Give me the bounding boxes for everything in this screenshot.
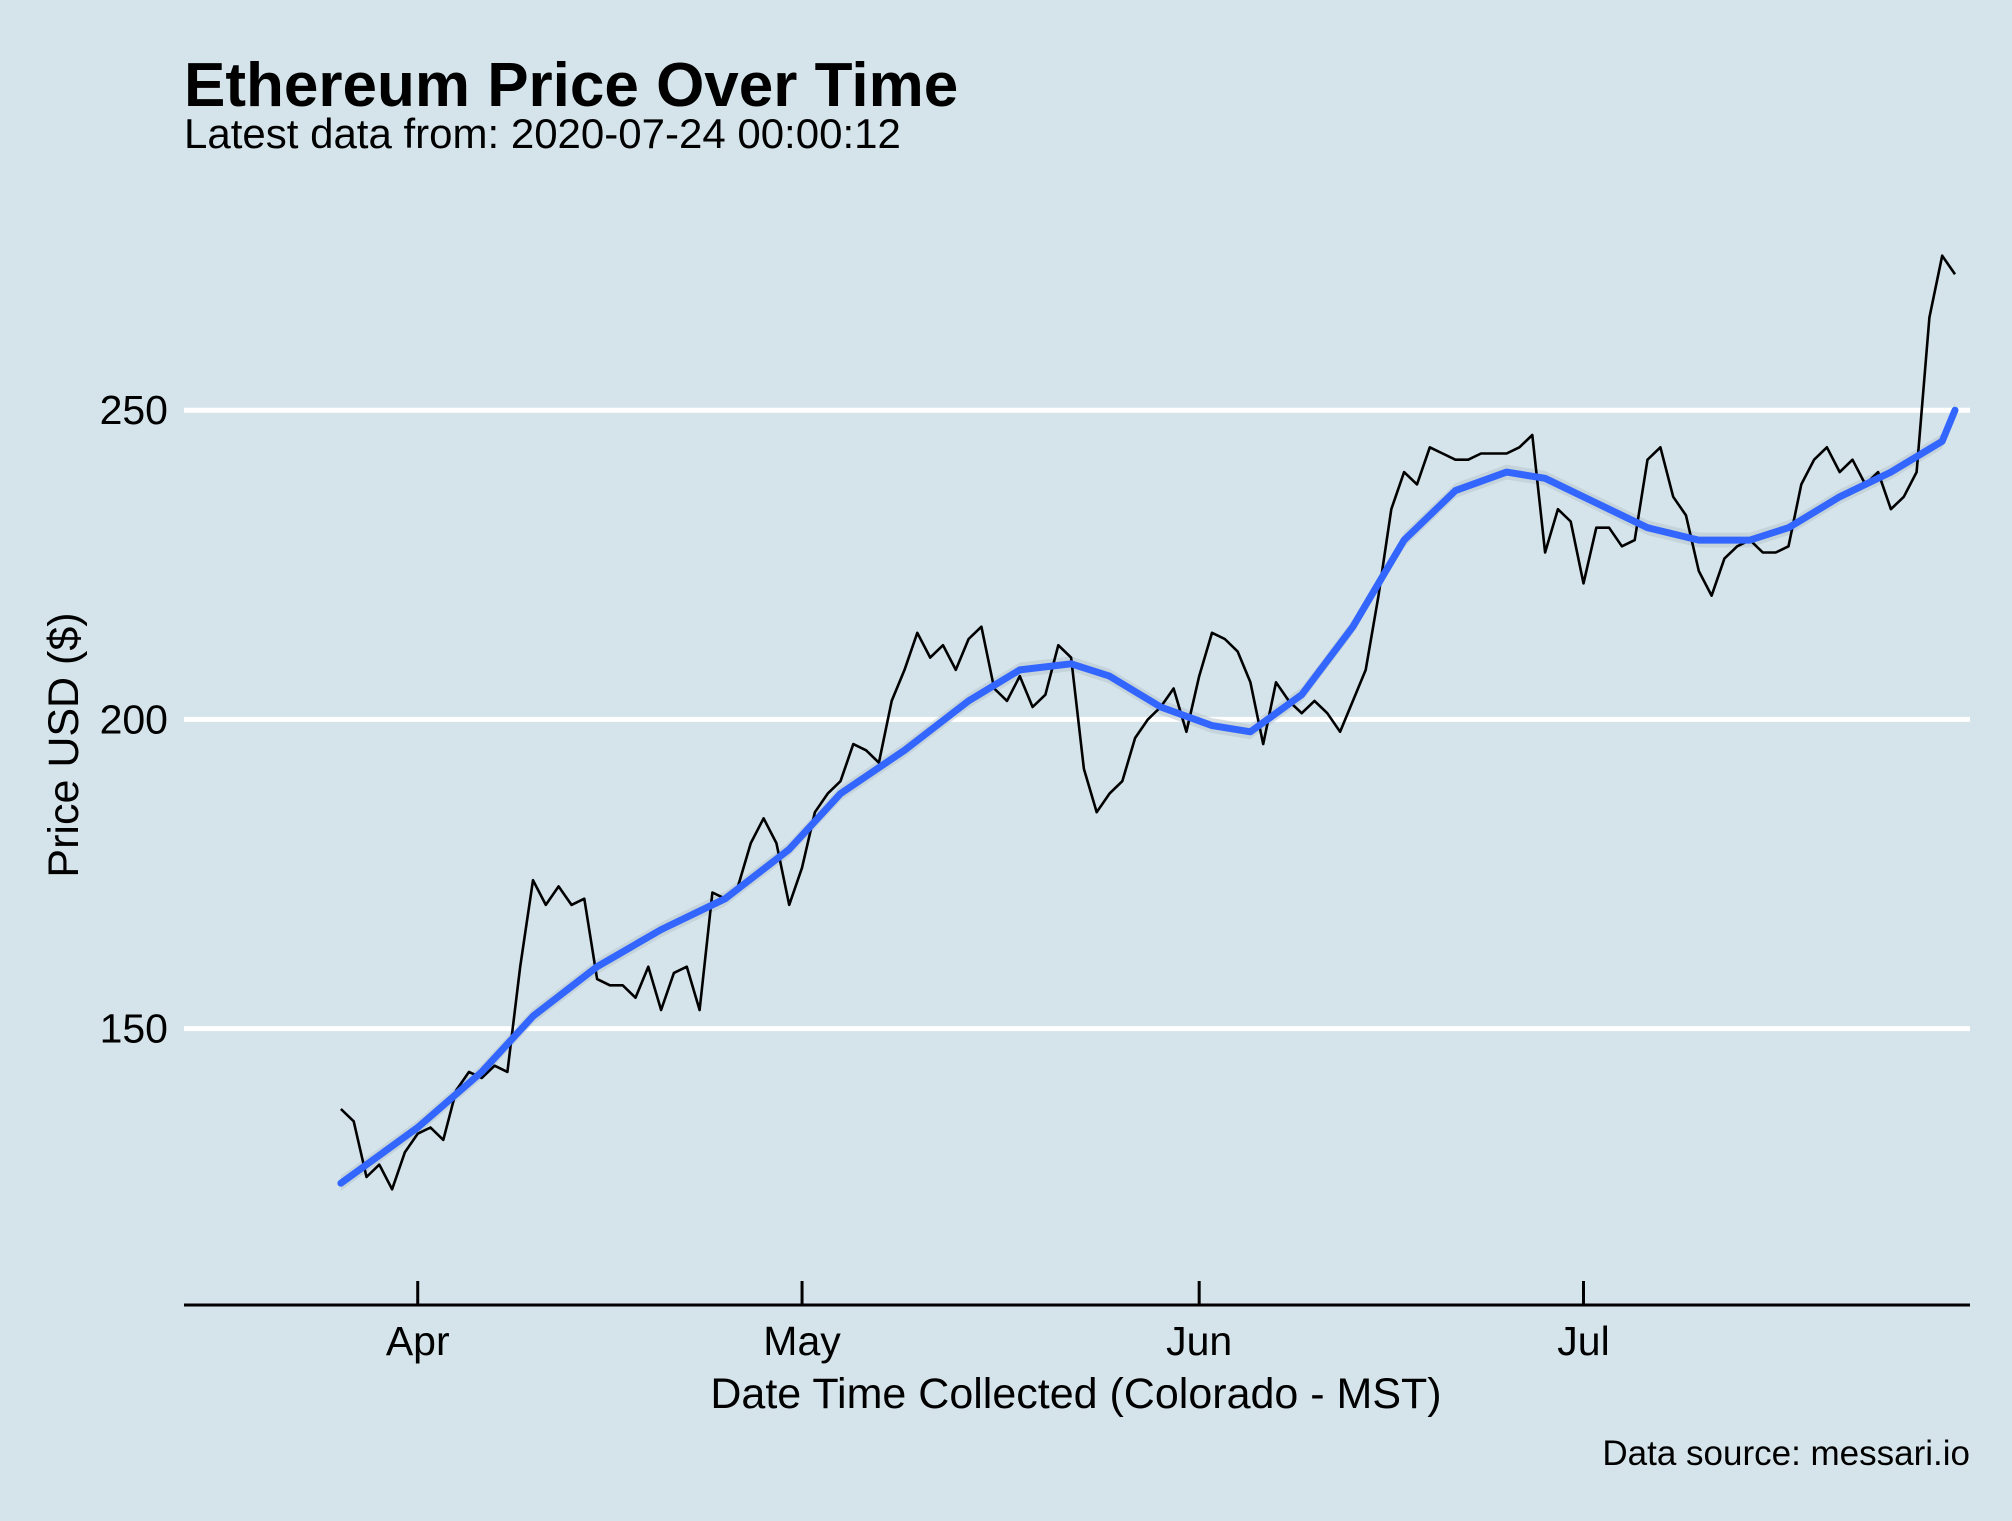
data-source-caption: Data source: messari.io [1602,1434,1970,1473]
y-axis-title: Price USD ($) [40,612,88,877]
axis-layer: 150 200 250 Apr May Jun Jul [100,387,1970,1364]
chart-subtitle: Latest data from: 2020-07-24 00:00:12 [184,110,901,157]
x-axis-title: Date Time Collected (Colorado - MST) [710,1370,1441,1418]
y-tick-label-200: 200 [100,696,168,742]
y-tick-label-150: 150 [100,1006,168,1052]
smooth-confidence-band [340,402,1955,1191]
x-tick-label-may: May [763,1318,841,1364]
price-series-line [339,254,1957,1191]
chart-title: Ethereum Price Over Time [184,51,958,120]
smooth-trend-line [337,406,1959,1187]
series-layer [337,254,1959,1191]
x-tick-label-jun: Jun [1166,1318,1232,1364]
x-tick-label-jul: Jul [1557,1318,1609,1364]
smooth-confidence-band-layer [340,402,1955,1191]
y-tick-label-250: 250 [100,387,168,433]
x-tick-label-apr: Apr [386,1318,450,1364]
